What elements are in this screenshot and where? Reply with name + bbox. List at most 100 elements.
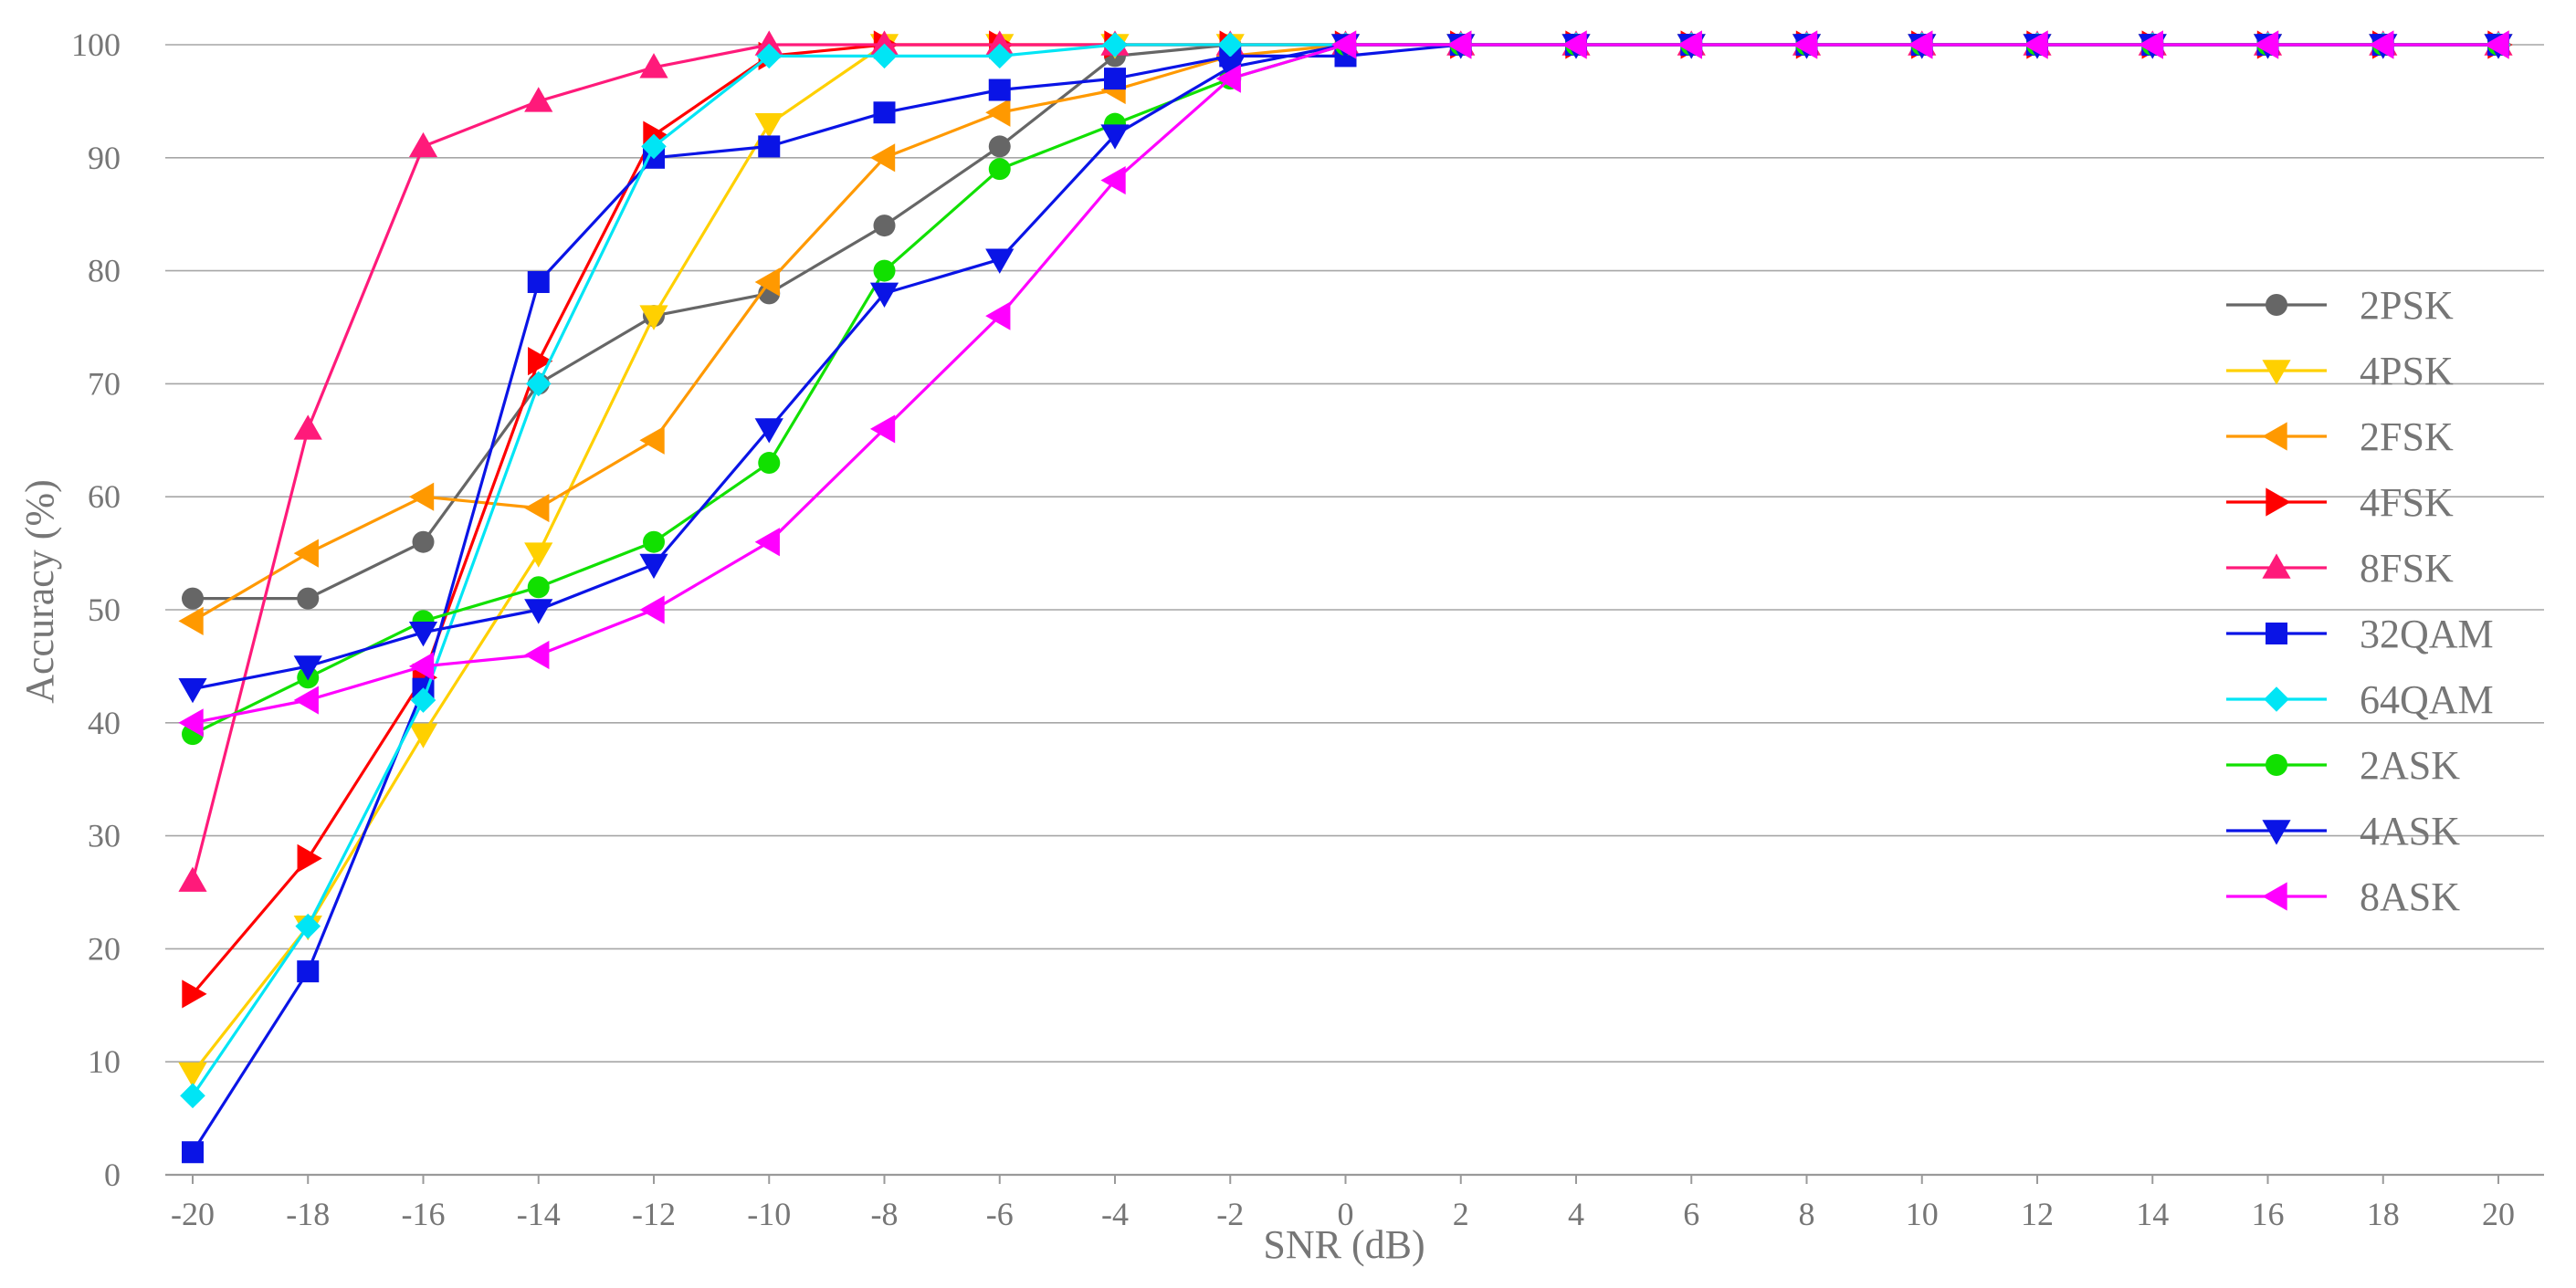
data-point-8fsk (178, 866, 207, 892)
series-4psk (178, 34, 2513, 1088)
data-point-8ask (1100, 165, 1126, 195)
data-point-4fsk (528, 347, 553, 376)
legend-marker-4psk (2262, 360, 2291, 385)
data-point-2ask (988, 158, 1011, 181)
data-point-2fsk (985, 98, 1011, 127)
data-point-2ask (527, 576, 550, 599)
y-tick-label: 50 (88, 592, 121, 628)
x-tick-label: -16 (402, 1196, 446, 1232)
data-point-4fsk (297, 843, 322, 873)
data-point-64qam (1217, 32, 1244, 58)
data-point-2fsk (408, 482, 435, 511)
data-point-8ask (1792, 30, 1818, 59)
legend-item-2ask: 2ASK (2226, 743, 2460, 788)
y-tick-label: 100 (71, 26, 121, 63)
legend-item-4fsk: 4FSK (2226, 480, 2454, 525)
x-tick-label: 18 (2367, 1196, 2400, 1232)
data-point-2psk (182, 587, 204, 610)
data-point-4ask (178, 677, 207, 704)
data-point-8ask (1908, 30, 1933, 59)
data-point-8ask (754, 528, 780, 557)
data-point-8ask (2023, 30, 2048, 59)
data-point-2ask (758, 452, 781, 475)
legend-item-2fsk: 2FSK (2226, 414, 2454, 459)
data-point-8fsk (869, 30, 899, 56)
y-tick-label: 70 (88, 365, 121, 402)
x-tick-label: -10 (747, 1196, 791, 1232)
legend-marker-8ask (2262, 882, 2287, 911)
data-point-2psk (873, 215, 896, 237)
data-point-4psk (639, 305, 668, 330)
series-8ask (178, 30, 2509, 738)
y-tick-label: 40 (88, 705, 121, 741)
data-point-8ask (639, 595, 665, 624)
data-point-8ask (1677, 30, 1702, 59)
data-point-8ask (1446, 30, 1472, 59)
series-8fsk (178, 30, 2513, 892)
data-point-2psk (412, 530, 435, 553)
legend-label-8ask: 8ASK (2360, 874, 2460, 919)
legend-label-64qam: 64QAM (2360, 677, 2494, 722)
legend-marker-2ask (2266, 754, 2287, 776)
legend-item-2psk: 2PSK (2226, 283, 2454, 328)
data-point-4ask (754, 418, 783, 444)
x-tick-label: 14 (2136, 1196, 2169, 1232)
data-point-32qam (527, 270, 550, 293)
series-64qam (180, 32, 2511, 1109)
data-point-8fsk (639, 53, 668, 79)
data-point-4fsk (182, 979, 207, 1009)
y-tick-label: 80 (88, 253, 121, 289)
data-point-8ask (2253, 30, 2279, 59)
data-point-4ask (985, 248, 1015, 274)
data-point-32qam (873, 101, 896, 124)
x-tick-label: -8 (871, 1196, 899, 1232)
data-point-32qam (988, 79, 1011, 101)
legend-item-8ask: 8ASK (2226, 874, 2460, 919)
x-tick-label: -14 (517, 1196, 561, 1232)
legend-label-4fsk: 4FSK (2360, 480, 2454, 525)
data-point-2fsk (524, 493, 550, 523)
series-line-4fsk (191, 43, 2498, 995)
y-tick-label: 90 (88, 140, 121, 176)
series-line-64qam (191, 43, 2498, 1097)
data-point-2fsk (869, 143, 896, 173)
data-point-64qam (756, 43, 783, 69)
x-tick-label: 8 (1799, 1196, 1815, 1232)
data-point-4ask (1215, 57, 1245, 82)
data-point-8ask (2138, 30, 2163, 59)
gridlines (165, 44, 2544, 1177)
data-point-8ask (2369, 30, 2394, 59)
data-point-8ask (524, 640, 550, 670)
data-point-64qam (295, 913, 321, 939)
data-point-8fsk (985, 30, 1015, 56)
data-point-2fsk (178, 606, 204, 635)
data-point-2ask (873, 259, 896, 282)
x-axis-label: SNR (dB) (1263, 1222, 1425, 1267)
legend-label-2psk: 2PSK (2360, 283, 2454, 328)
x-tick-label: -18 (286, 1196, 330, 1232)
y-axis-ticks: 0 10 20 30 40 50 60 70 80 90 100 (71, 26, 121, 1193)
legend-item-4psk: 4PSK (2226, 349, 2454, 393)
data-point-8fsk (524, 87, 553, 112)
series-2psk (182, 34, 2509, 610)
data-point-4psk (524, 542, 553, 568)
series-line-2fsk (192, 43, 2498, 623)
data-point-64qam (410, 687, 436, 713)
data-point-8ask (1561, 30, 1587, 59)
x-tick-label: -12 (632, 1196, 676, 1232)
data-point-2ask (643, 530, 665, 553)
legend-item-4ask: 4ASK (2226, 809, 2460, 853)
x-tick-label: -2 (1216, 1196, 1244, 1232)
data-point-8ask (408, 652, 435, 681)
data-point-8ask (1215, 64, 1241, 93)
data-point-8ask (178, 708, 204, 738)
y-tick-label: 20 (88, 930, 121, 967)
data-point-8ask (1330, 30, 1357, 59)
data-point-2psk (988, 135, 1011, 158)
legend-marker-2psk (2266, 294, 2287, 316)
x-tick-label: 0 (1338, 1196, 1354, 1232)
legend-marker-8fsk (2262, 553, 2291, 579)
y-tick-label: 30 (88, 818, 121, 854)
y-tick-label: 60 (88, 478, 121, 515)
x-axis-ticks: -20 -18 -16 -14 -12 -10 -8 -6 -4 -2 0 2 4 6 8 10 12 14 16 1… (171, 1175, 2515, 1232)
